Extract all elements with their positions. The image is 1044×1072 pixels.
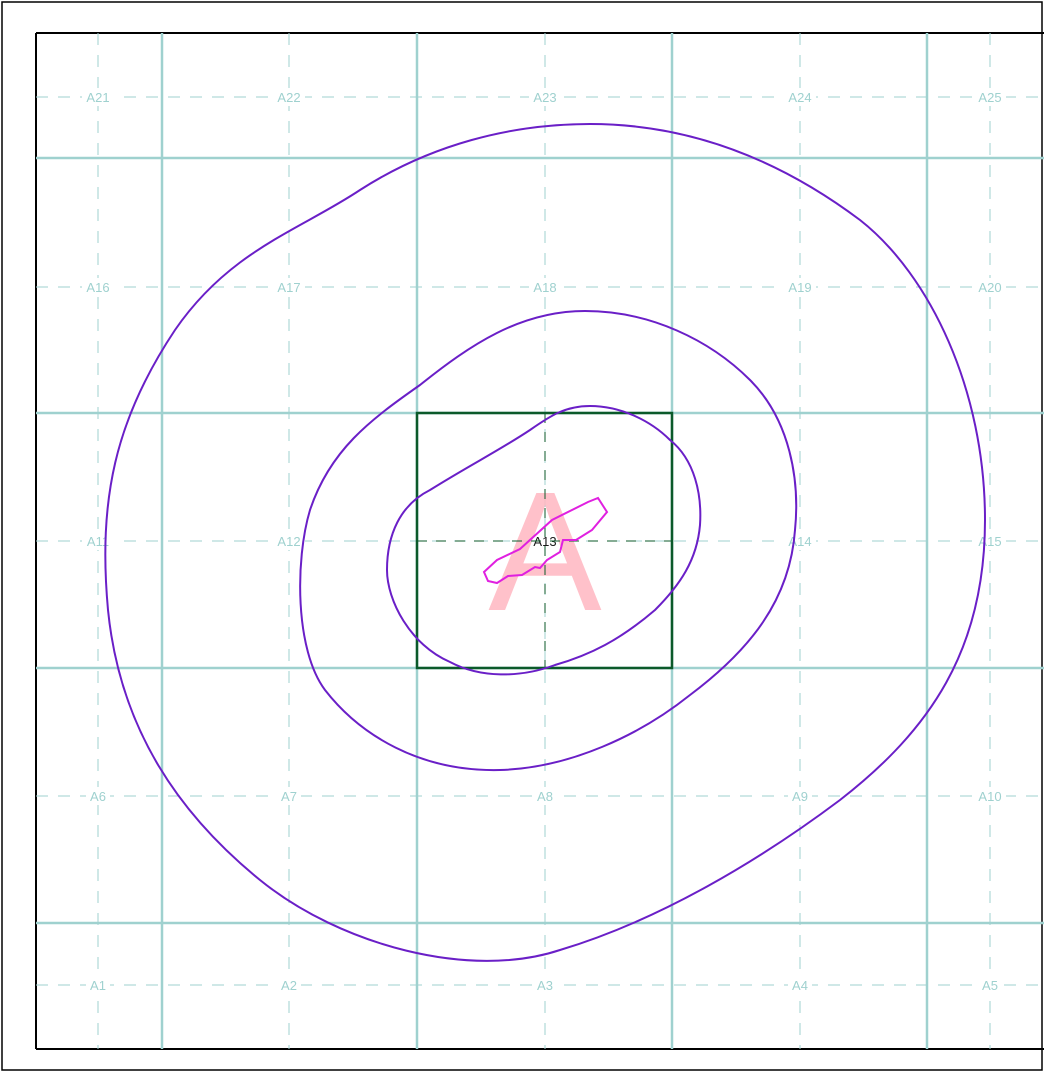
contour-outer	[104, 122, 987, 962]
cell-label-a25[interactable]: A25	[978, 90, 1001, 105]
cell-label-backdrop	[86, 976, 110, 994]
cell-label-a21[interactable]: A21	[86, 90, 109, 105]
cell-label-a5[interactable]: A5	[982, 978, 998, 993]
cell-label-a23[interactable]: A23	[533, 90, 556, 105]
cell-label-a1[interactable]: A1	[90, 978, 106, 993]
cell-label-backdrop	[277, 976, 301, 994]
cell-label-backdrop	[533, 787, 557, 805]
cell-label-a14[interactable]: A14	[788, 534, 811, 549]
cell-label-backdrop	[974, 278, 1006, 296]
cell-label-a11[interactable]: A11	[87, 534, 109, 549]
cell-label-backdrop	[86, 787, 110, 805]
grid-lines	[36, 33, 1044, 1049]
cell-label-backdrop	[273, 278, 305, 296]
cell-label-a16[interactable]: A16	[86, 280, 109, 295]
cell-label-a18[interactable]: A18	[533, 280, 556, 295]
cell-label-a13[interactable]: A13	[533, 534, 556, 549]
cell-label-a24[interactable]: A24	[788, 90, 811, 105]
site-outline[interactable]	[482, 496, 609, 585]
cell-label-a7[interactable]: A7	[281, 789, 297, 804]
cell-labels: A1 A2 A3 A4 A5 A6 A7 A8 A9 A10 A11 A12 A13 A14 A15 A16 A…	[82, 88, 1006, 994]
cell-label-a10[interactable]: A10	[978, 789, 1001, 804]
cell-label-backdrop	[273, 88, 305, 106]
cell-label-backdrop	[529, 88, 561, 106]
cell-label-a8[interactable]: A8	[537, 789, 553, 804]
cell-label-backdrop	[784, 278, 816, 296]
cell-label-a19[interactable]: A19	[788, 280, 811, 295]
cell-label-backdrop	[784, 532, 816, 550]
cell-label-a15[interactable]: A15	[978, 534, 1001, 549]
cell-label-backdrop	[277, 787, 301, 805]
cell-label-backdrop	[974, 532, 1006, 550]
cell-label-backdrop	[529, 532, 561, 550]
cell-label-backdrop	[978, 976, 1002, 994]
cell-label-backdrop	[82, 278, 114, 296]
cell-label-backdrop	[788, 976, 812, 994]
cell-label-a2[interactable]: A2	[281, 978, 297, 993]
cell-label-a20[interactable]: A20	[978, 280, 1001, 295]
cell-label-backdrop	[974, 88, 1006, 106]
cell-label-a12[interactable]: A12	[277, 534, 300, 549]
cell-label-backdrop	[974, 787, 1006, 805]
cell-label-a9[interactable]: A9	[792, 789, 808, 804]
cell-label-a17[interactable]: A17	[277, 280, 300, 295]
cell-label-backdrop	[533, 976, 557, 994]
cell-label-a22[interactable]: A22	[277, 90, 300, 105]
cell-label-backdrop	[273, 532, 305, 550]
contour-middle	[299, 309, 798, 772]
contour-inner	[385, 404, 702, 676]
cell-label-backdrop	[788, 787, 812, 805]
cell-label-a4[interactable]: A4	[792, 978, 808, 993]
cell-label-backdrop	[784, 88, 816, 106]
selected-cell-crosshair	[417, 413, 672, 668]
cell-label-a6[interactable]: A6	[90, 789, 106, 804]
cell-label-backdrop	[82, 88, 114, 106]
cell-label-backdrop	[529, 278, 561, 296]
cell-label-a3[interactable]: A3	[537, 978, 553, 993]
